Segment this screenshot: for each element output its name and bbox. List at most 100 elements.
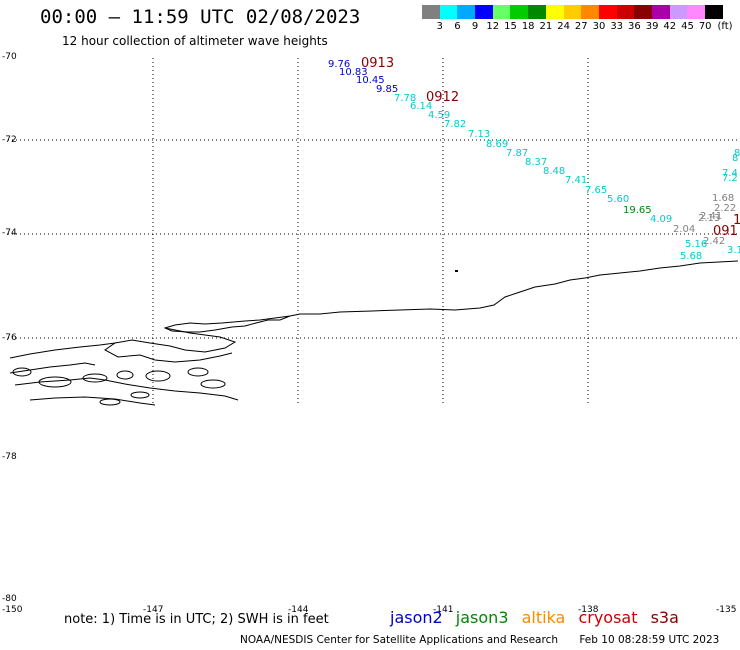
wave-height-label: 7.2 — [722, 173, 738, 184]
scale-swatch — [687, 5, 705, 19]
scale-label: 24 — [557, 21, 570, 32]
pass-time-label: 0912 — [426, 90, 459, 105]
scale-label: 33 — [610, 21, 624, 32]
island-outline — [38, 376, 72, 388]
lon-label: -144 — [288, 605, 309, 615]
scale-label: 12 — [486, 21, 500, 32]
scale-swatch — [616, 5, 635, 19]
scale-label: 21 — [539, 21, 553, 32]
scale-swatch — [457, 5, 476, 19]
scale-label: 9 — [471, 21, 479, 32]
wave-height-label: 2.13 — [698, 213, 720, 224]
wave-height-label: 5.60 — [607, 194, 629, 205]
scale-label: 45 — [681, 21, 694, 32]
wave-height-label: 2.41 — [700, 211, 722, 222]
wave-height-label: 8.37 — [525, 157, 547, 168]
scale-swatch — [439, 5, 458, 19]
scale-swatch — [598, 5, 617, 19]
wave-height-label: 8 — [734, 148, 740, 159]
scale-unit-label: (ft) — [717, 21, 733, 32]
wave-height-label: 10.45 — [356, 75, 385, 86]
coastline-path — [9, 362, 96, 374]
scale-swatch — [422, 5, 440, 19]
wave-height-label: 8 — [732, 153, 738, 164]
scale-swatch — [563, 5, 582, 19]
scale-label: 15 — [504, 21, 517, 32]
scale-swatch — [651, 5, 670, 19]
satellite-legend: jason2 jason3 altika cryosat s3a — [390, 608, 687, 627]
lon-label: -147 — [143, 605, 164, 615]
scale-swatch — [528, 5, 546, 19]
wave-height-label: 7.65 — [585, 185, 607, 196]
wave-height-label: 7.82 — [444, 119, 466, 130]
island-outline — [82, 373, 108, 383]
scale-label: 3 — [436, 21, 443, 32]
wave-height-label: 5.16 — [685, 239, 707, 250]
wave-height-label: 3.1 — [727, 245, 740, 256]
legend-altika: altika — [521, 608, 566, 627]
lat-label: -70 — [2, 52, 17, 62]
lat-label: -74 — [2, 228, 17, 238]
coastline-path — [14, 377, 239, 401]
island-outline — [12, 367, 32, 377]
wave-height-label: 4.59 — [428, 110, 450, 121]
lon-label: -150 — [2, 605, 23, 615]
island-dot — [455, 270, 458, 272]
scale-label: 70 — [698, 21, 712, 32]
wave-height-label: 1 — [733, 213, 740, 228]
wave-height-label: 10.83 — [339, 67, 368, 78]
island-outline — [116, 370, 134, 380]
wave-height-label: 7.4 — [722, 168, 738, 179]
wave-height-label: 5.68 — [680, 251, 702, 262]
scale-label: 27 — [574, 21, 588, 32]
wave-height-label: 7.87 — [506, 148, 528, 159]
footer-credit: NOAA/NESDIS Center for Satellite Applica… — [240, 634, 558, 646]
island-outline — [200, 379, 226, 389]
lon-label: -138 — [578, 605, 599, 615]
scale-swatch — [705, 5, 723, 19]
units-note: note: 1) Time is in UTC; 2) SWH is in fe… — [64, 612, 329, 627]
legend-s3a: s3a — [650, 608, 679, 627]
wave-height-color-scale — [422, 5, 723, 19]
lat-label: -76 — [2, 333, 17, 343]
scale-swatch — [510, 5, 529, 19]
footer: NOAA/NESDIS Center for Satellite Applica… — [240, 634, 719, 646]
scale-swatch — [669, 5, 688, 19]
coastline-path — [104, 327, 237, 363]
wave-height-label: 4.09 — [650, 214, 672, 225]
wave-height-label: 7.13 — [468, 129, 490, 140]
coastline-path — [163, 260, 739, 333]
island-outline — [187, 367, 209, 377]
graticule — [8, 58, 740, 405]
island-outline — [99, 398, 121, 406]
wave-height-label: 7.78 — [394, 93, 416, 104]
scale-swatch — [545, 5, 564, 19]
lon-label: -141 — [433, 605, 454, 615]
wave-height-label: 7.41 — [565, 175, 587, 186]
coastline-path — [29, 396, 156, 406]
island-outline — [130, 391, 150, 399]
scale-label: 18 — [521, 21, 535, 32]
scale-swatch — [581, 5, 599, 19]
wave-height-label: 091 — [713, 224, 738, 239]
scale-swatch — [492, 5, 511, 19]
wave-height-label: 2.22 — [714, 203, 736, 214]
legend-jason3: jason3 — [455, 608, 509, 627]
scale-swatch — [475, 5, 493, 19]
legend-jason2: jason2 — [390, 608, 443, 627]
island-outline — [145, 370, 171, 382]
wave-height-label: 8.48 — [543, 166, 565, 177]
pass-time-label: 0913 — [361, 56, 394, 71]
scale-label: 6 — [454, 21, 461, 32]
lon-label: -135 — [716, 605, 737, 615]
wave-height-readings: 9.7610.8310.459.8509137.786.144.597.827.… — [328, 56, 740, 262]
scale-swatch — [634, 5, 652, 19]
page-title: 00:00 – 11:59 UTC 02/08/2023 — [40, 6, 361, 28]
wave-height-label: 8.69 — [486, 139, 508, 150]
footer-timestamp: Feb 10 08:28:59 UTC 2023 — [579, 634, 720, 646]
scale-label: 42 — [663, 21, 677, 32]
page-subtitle: 12 hour collection of altimeter wave hei… — [62, 34, 328, 48]
scale-label: 30 — [592, 21, 606, 32]
